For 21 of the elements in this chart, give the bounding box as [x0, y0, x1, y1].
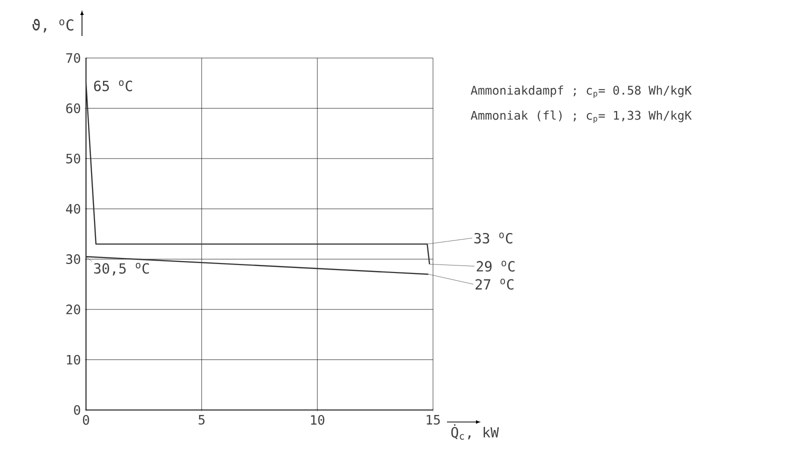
y-tick-label: 0: [74, 405, 80, 415]
annotation: 65 $^{o}$C: [94, 80, 132, 92]
y-tick-label: 30: [66, 254, 80, 264]
x-tick-label: 0: [82, 415, 90, 425]
x-tick-label: 5: [198, 415, 205, 425]
y-tick-label: 10: [66, 354, 80, 365]
y-tick-label: 20: [66, 304, 80, 314]
x-tick-label: 15: [426, 415, 440, 425]
y-axis-title: ϑ, $^{o}$C: [32, 18, 74, 32]
x-axis-title: Q̇$_{c}$, kW: [451, 424, 499, 440]
y-tick-label: 40: [66, 204, 80, 214]
annotation: 29 $^{o}$C: [476, 260, 515, 272]
x-tick-label: 10: [311, 415, 324, 425]
annotation: 30,5 $^{o}$C: [94, 262, 149, 276]
text: Ammoniak (fl) ; c$_{p}$= 1,33 Wh/kgK: [470, 110, 692, 124]
y-tick-label: 70: [66, 53, 80, 63]
annotation: 33 $^{o}$C: [474, 232, 512, 244]
y-tick-label: 60: [66, 103, 80, 114]
annotation: 27 $^{o}$C: [476, 278, 514, 290]
text: Ammoniakdampf ; c$_{p}$= 0.58 Wh/kgK: [470, 86, 692, 98]
y-tick-label: 50: [66, 154, 80, 164]
